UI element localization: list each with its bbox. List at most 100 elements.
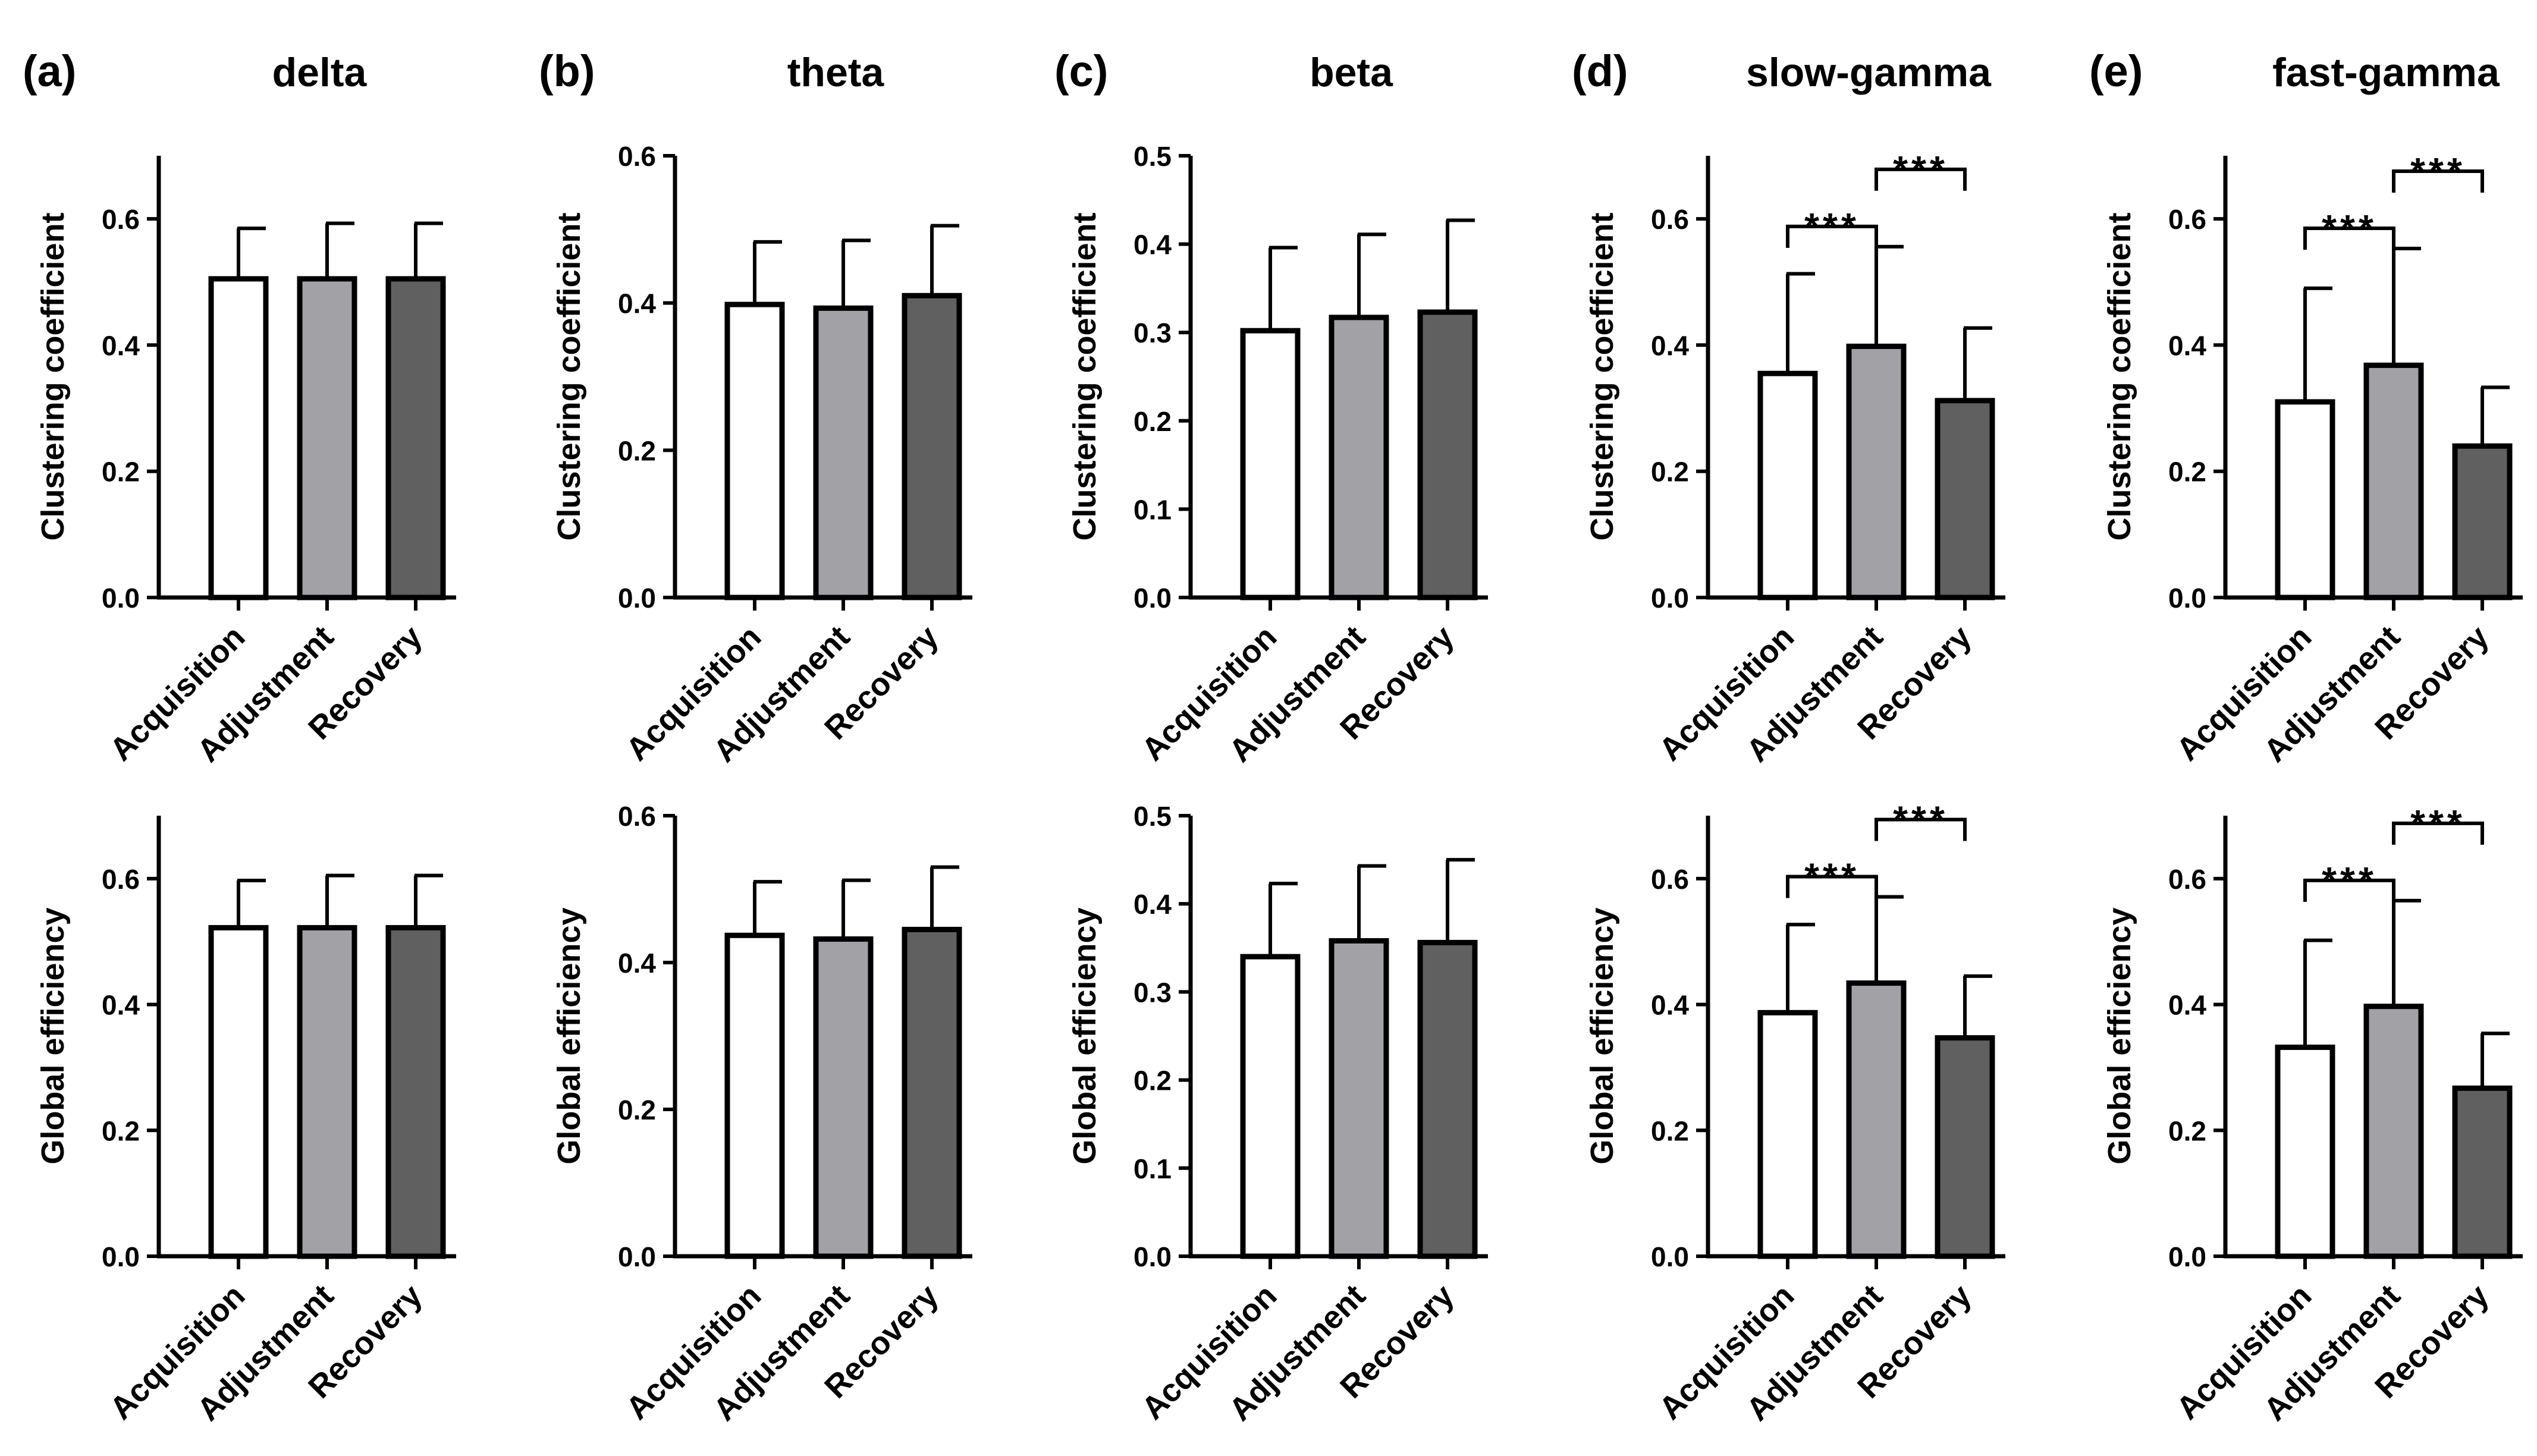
p10-y-tick-label: 0.4	[2168, 990, 2206, 1021]
p7-bar-adjustment	[813, 936, 874, 1259]
p3-bar-acquisition	[1240, 328, 1301, 600]
p4-bar-acquisition	[1757, 370, 1818, 600]
p5-y-axis-label: Clustering coefficient	[2102, 212, 2137, 540]
p5-bar-recovery	[2452, 443, 2513, 600]
p3-y-tick-label: 0.0	[1134, 583, 1172, 614]
p8-y-tick-label: 0.2	[1134, 1065, 1172, 1096]
p5-y-tick-label: 0.6	[2168, 204, 2206, 235]
p3-bar-recovery	[1417, 309, 1478, 600]
p10-sig-bracket-2	[2392, 821, 2484, 845]
p8-bar-recovery	[1417, 939, 1478, 1259]
p2-y-tick-label: 0.2	[618, 435, 656, 466]
p5-y-tick-label: 0.2	[2168, 457, 2206, 488]
p5-bar-acquisition	[2275, 399, 2335, 600]
p2-y-axis-label: Clustering coefficient	[551, 212, 587, 540]
p9-y-tick-label: 0.4	[1651, 990, 1689, 1021]
p10-sig-label-1: ***	[2322, 859, 2377, 902]
p9-bar-acquisition	[1757, 1010, 1818, 1259]
p3-y-axis-label: Clustering coefficient	[1067, 212, 1103, 540]
p10-y-axis-label: Global efficiency	[2102, 907, 2137, 1164]
p8-bar-acquisition	[1240, 954, 1301, 1259]
p7-y-tick-label: 0.2	[618, 1095, 656, 1125]
p4-bar-adjustment	[1846, 344, 1907, 600]
p6-y-tick-label: 0.0	[102, 1241, 140, 1272]
p9-bar-recovery	[1935, 1035, 1995, 1259]
p2-bar-acquisition	[724, 301, 785, 600]
p8-y-tick-label: 0.3	[1134, 977, 1172, 1008]
p6-y-tick-label: 0.2	[102, 1115, 140, 1146]
p1-bar-adjustment	[297, 276, 357, 600]
p5-panel-label: (e)	[2089, 46, 2143, 96]
p10-sig-label-2: ***	[2410, 802, 2466, 845]
p3-y-tick-label: 0.5	[1134, 141, 1172, 172]
p3-y-tick-label: 0.1	[1134, 494, 1172, 525]
p2-y-tick-label: 0.0	[618, 583, 656, 614]
p10-y-tick-label: 0.2	[2168, 1115, 2206, 1146]
p8-y-axis-label: Global efficiency	[1067, 907, 1103, 1164]
p4-sig-bracket-1	[1786, 224, 1878, 248]
p8-y-tick-label: 0.4	[1134, 889, 1172, 920]
p3-y-tick-label: 0.3	[1134, 317, 1172, 348]
p1-title: delta	[272, 50, 368, 95]
p4-y-tick-label: 0.0	[1651, 583, 1689, 614]
p3-y-tick-label: 0.2	[1134, 406, 1172, 437]
p4-bar-recovery	[1935, 398, 1995, 600]
p5-title: fast-gamma	[2272, 50, 2500, 95]
p9-y-tick-label: 0.0	[1651, 1241, 1689, 1272]
p5-y-tick-label: 0.0	[2168, 583, 2206, 614]
p7-bar-recovery	[902, 926, 962, 1259]
p1-y-tick-label: 0.0	[102, 583, 140, 614]
p8-bar-adjustment	[1329, 938, 1389, 1259]
p2-panel-label: (b)	[539, 46, 595, 96]
p4-y-tick-label: 0.4	[1651, 330, 1689, 361]
p7-y-axis-label: Global efficiency	[551, 907, 587, 1164]
p9-sig-label-1: ***	[1804, 856, 1860, 898]
p4-y-tick-label: 0.2	[1651, 457, 1689, 488]
p9-y-tick-label: 0.2	[1651, 1115, 1689, 1146]
p4-y-tick-label: 0.6	[1651, 204, 1689, 235]
p7-y-tick-label: 0.6	[618, 801, 656, 832]
p10-bar-acquisition	[2275, 1045, 2335, 1259]
p10-bar-recovery	[2452, 1085, 2513, 1259]
p5-sig-label-2: ***	[2410, 150, 2466, 193]
p6-bar-adjustment	[297, 924, 357, 1259]
p5-sig-label-1: ***	[2322, 207, 2377, 250]
p5-sig-bracket-1	[2303, 227, 2395, 250]
p1-y-tick-label: 0.6	[102, 204, 140, 235]
p5-bar-adjustment	[2363, 362, 2424, 600]
p8-y-tick-label: 0.5	[1134, 801, 1172, 832]
p10-sig-bracket-1	[2303, 878, 2395, 902]
p2-bar-adjustment	[813, 305, 874, 600]
p10-bar-adjustment	[2363, 1004, 2424, 1259]
p4-panel-label: (d)	[1572, 46, 1628, 96]
p4-title: slow-gamma	[1746, 50, 1992, 95]
p2-y-tick-label: 0.4	[618, 288, 656, 319]
p3-title: beta	[1310, 50, 1393, 95]
p6-y-axis-label: Global efficiency	[35, 907, 71, 1164]
p4-sig-label-1: ***	[1804, 205, 1860, 248]
p6-y-tick-label: 0.4	[102, 990, 140, 1021]
p9-sig-label-2: ***	[1893, 798, 1948, 841]
p8-y-tick-label: 0.0	[1134, 1241, 1172, 1272]
p5-y-tick-label: 0.4	[2168, 330, 2206, 361]
p9-sig-bracket-1	[1786, 875, 1878, 898]
p2-bar-recovery	[902, 293, 962, 600]
p2-title: theta	[787, 50, 885, 95]
p2-y-tick-label: 0.6	[618, 141, 656, 172]
p1-panel-label: (a)	[23, 46, 76, 96]
p4-sig-label-2: ***	[1893, 148, 1948, 191]
p8-y-tick-label: 0.1	[1134, 1153, 1172, 1184]
p7-y-tick-label: 0.4	[618, 948, 656, 979]
p1-bar-acquisition	[208, 276, 269, 600]
p6-bar-recovery	[385, 924, 446, 1259]
p4-y-axis-label: Clustering coefficient	[1584, 212, 1620, 540]
p9-bar-adjustment	[1846, 980, 1907, 1259]
p10-y-tick-label: 0.0	[2168, 1241, 2206, 1272]
p3-panel-label: (c)	[1054, 46, 1108, 96]
p6-bar-acquisition	[208, 924, 269, 1259]
p7-bar-acquisition	[724, 932, 785, 1259]
p9-y-axis-label: Global efficiency	[1584, 907, 1620, 1164]
p9-y-tick-label: 0.6	[1651, 864, 1689, 895]
p1-bar-recovery	[385, 276, 446, 600]
